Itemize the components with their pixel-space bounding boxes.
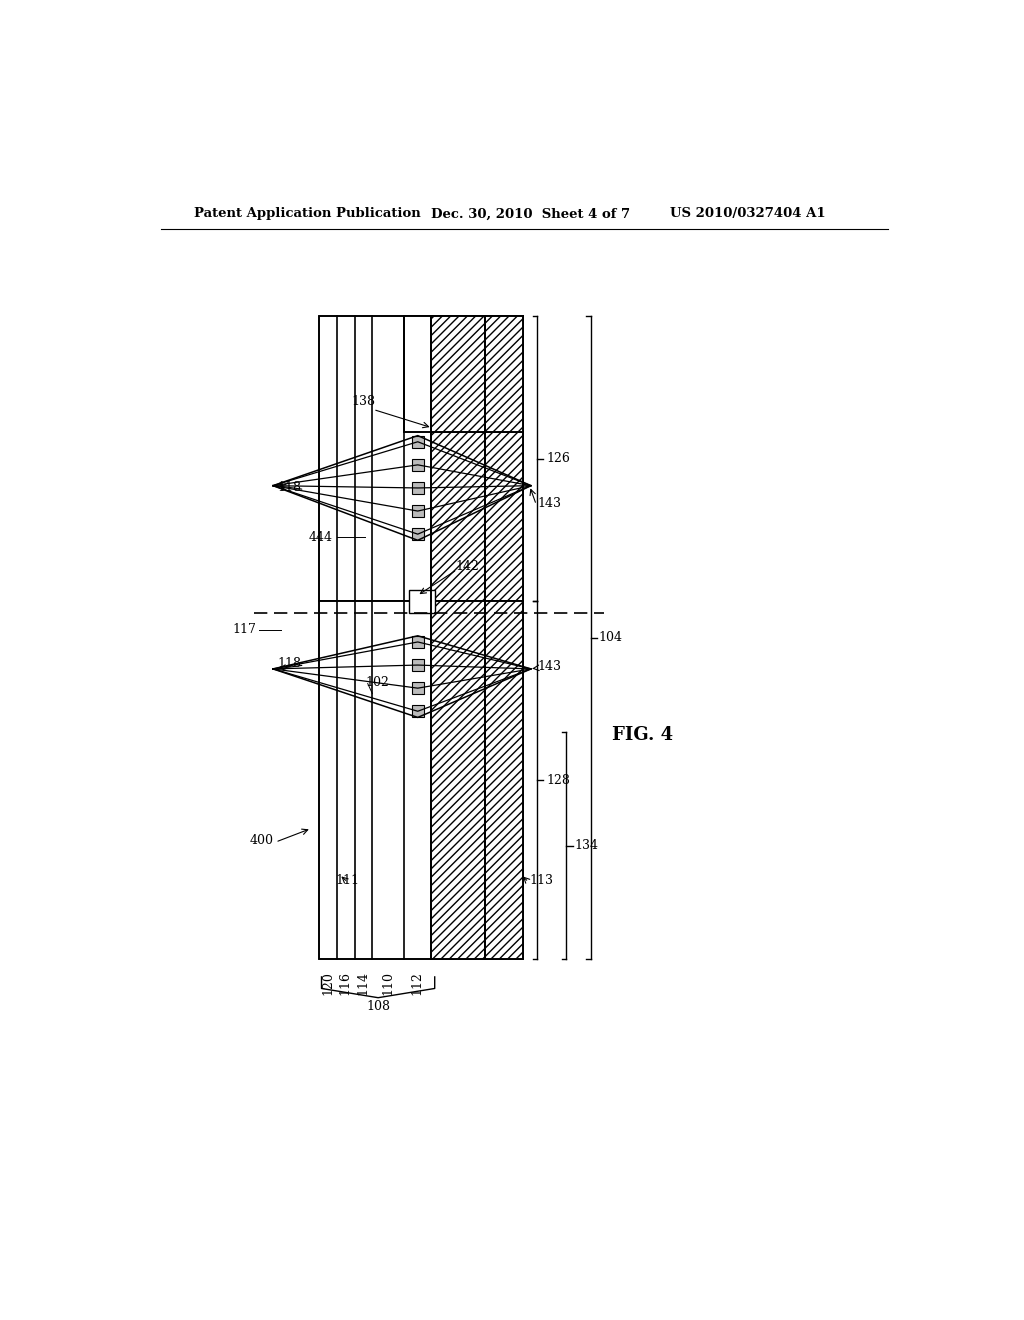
Bar bbox=[403, 317, 523, 432]
Text: US 2010/0327404 A1: US 2010/0327404 A1 bbox=[670, 207, 825, 220]
Bar bbox=[431, 601, 484, 960]
Text: 111: 111 bbox=[336, 874, 359, 887]
Bar bbox=[403, 317, 523, 432]
Bar bbox=[431, 317, 484, 432]
Bar bbox=[484, 601, 523, 960]
Text: 104: 104 bbox=[599, 631, 623, 644]
Bar bbox=[319, 317, 523, 601]
Bar bbox=[319, 317, 523, 601]
Text: Dec. 30, 2010  Sheet 4 of 7: Dec. 30, 2010 Sheet 4 of 7 bbox=[431, 207, 630, 220]
Text: 118: 118 bbox=[278, 482, 301, 495]
Text: 126: 126 bbox=[547, 453, 570, 465]
Bar bbox=[484, 317, 523, 432]
Bar bbox=[412, 482, 424, 494]
Text: 108: 108 bbox=[367, 1001, 390, 1012]
Text: 134: 134 bbox=[574, 840, 598, 853]
Text: FIG. 4: FIG. 4 bbox=[612, 726, 673, 743]
Text: 113: 113 bbox=[529, 874, 553, 887]
Bar bbox=[319, 601, 523, 960]
Text: 142: 142 bbox=[456, 560, 479, 573]
Text: 128: 128 bbox=[547, 774, 570, 787]
Text: 110: 110 bbox=[381, 970, 394, 995]
Bar bbox=[431, 317, 484, 601]
Bar bbox=[319, 601, 523, 960]
Text: 143: 143 bbox=[538, 496, 561, 510]
Text: 117: 117 bbox=[232, 623, 256, 636]
Text: 120: 120 bbox=[322, 970, 334, 995]
Bar bbox=[484, 317, 523, 432]
Text: 102: 102 bbox=[366, 676, 389, 689]
Bar bbox=[484, 601, 523, 960]
Bar bbox=[431, 601, 484, 960]
Text: 118: 118 bbox=[278, 657, 301, 671]
Bar bbox=[412, 659, 424, 671]
Text: 400: 400 bbox=[250, 834, 273, 846]
Bar bbox=[412, 528, 424, 540]
Bar bbox=[412, 436, 424, 447]
Text: 116: 116 bbox=[339, 970, 352, 995]
Bar bbox=[484, 317, 523, 601]
Bar bbox=[412, 459, 424, 471]
Bar bbox=[484, 317, 523, 601]
Bar bbox=[412, 636, 424, 648]
Text: 444: 444 bbox=[309, 531, 333, 544]
Bar bbox=[412, 705, 424, 718]
Bar bbox=[412, 682, 424, 694]
Bar bbox=[431, 317, 484, 601]
Text: 114: 114 bbox=[356, 970, 370, 995]
Bar bbox=[410, 590, 435, 612]
Text: 143: 143 bbox=[538, 660, 561, 673]
Text: Patent Application Publication: Patent Application Publication bbox=[194, 207, 421, 220]
Text: 138: 138 bbox=[351, 395, 375, 408]
Bar bbox=[412, 504, 424, 517]
Bar bbox=[431, 317, 484, 432]
Text: 112: 112 bbox=[411, 970, 424, 995]
